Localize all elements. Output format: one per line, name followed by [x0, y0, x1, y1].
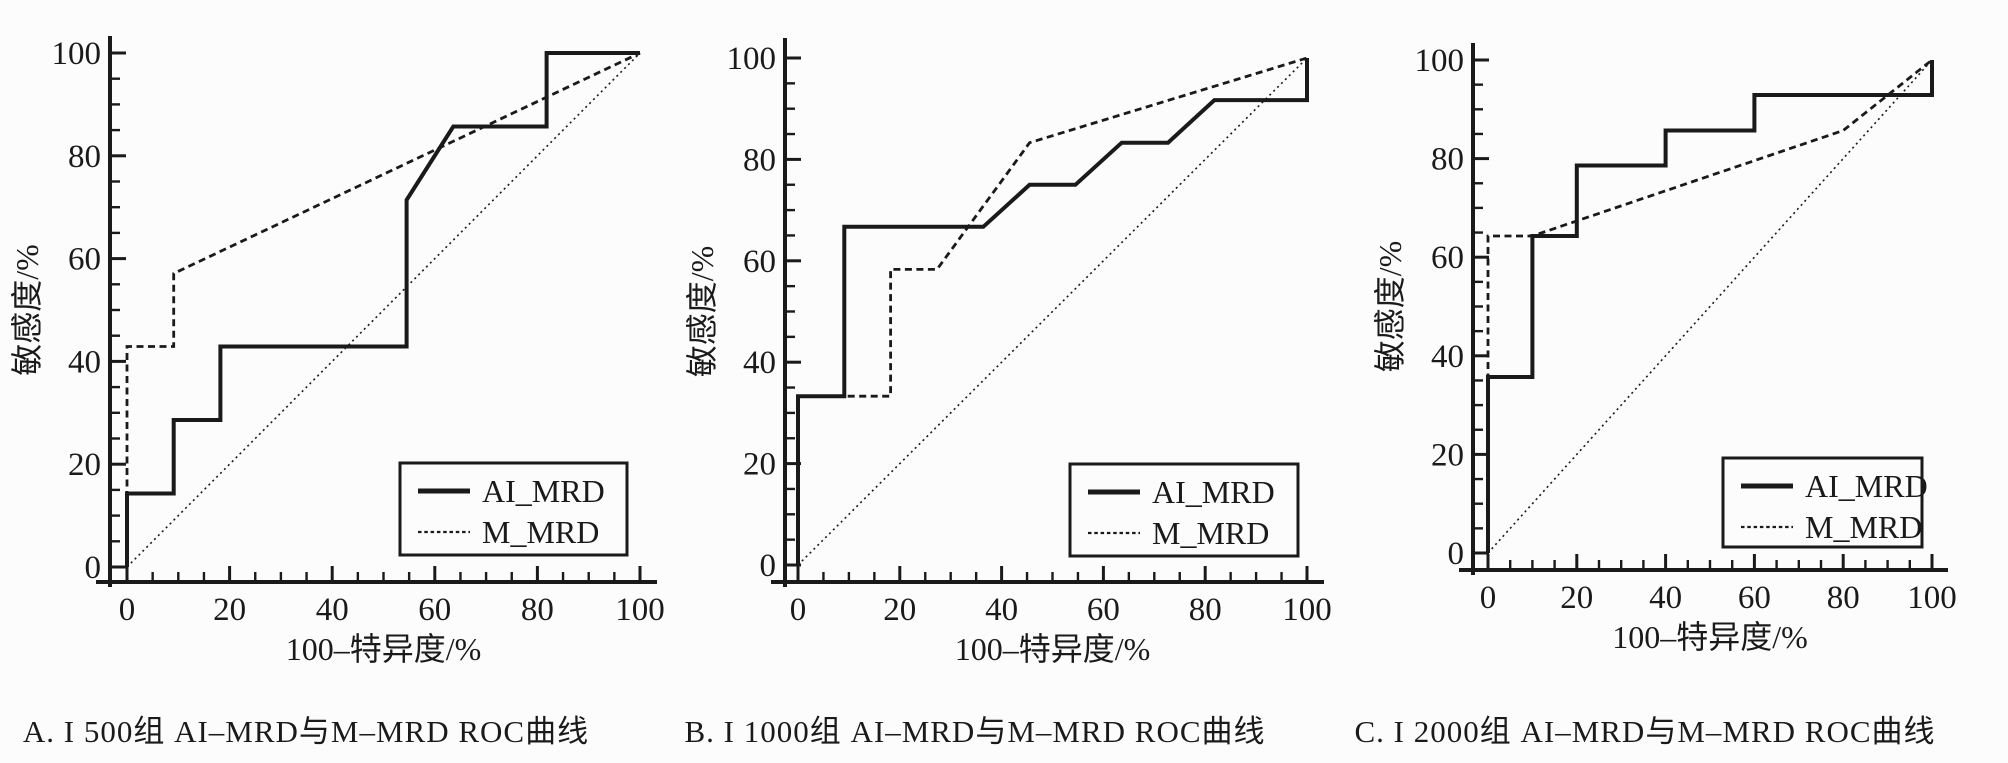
x-tick-label: 0 [790, 592, 807, 628]
legend-label-m_mrd: M_MRD [1805, 509, 1922, 545]
y-axis-title: 敏感度/% [9, 244, 45, 376]
y-tick-label: 80 [68, 139, 101, 175]
y-tick-label: 80 [743, 142, 776, 178]
y-tick-label: 60 [68, 242, 101, 278]
x-tick-label: 40 [316, 592, 349, 628]
x-tick-label: 20 [883, 592, 916, 628]
x-tick-label: 40 [985, 592, 1018, 628]
y-tick-label: 20 [1431, 437, 1464, 473]
legend: AI_MRD M_MRD [398, 461, 629, 557]
ai-mrd-curve [125, 51, 640, 567]
legend-box [1068, 462, 1300, 558]
legend-box [1721, 456, 1924, 549]
y-tick-label: 60 [1431, 240, 1464, 276]
reference-diagonal [797, 57, 1308, 566]
y-axis-title: 敏感度/% [684, 246, 720, 378]
caption-panel-c: C. I 2000组 AI–MRD与M–MRD ROC曲线 [1354, 714, 1936, 749]
reference-diagonal [1487, 59, 1933, 554]
x-tick-label: 0 [119, 592, 136, 628]
legend-label-ai_mrd: AI_MRD [1805, 468, 1928, 504]
y-tick-label: 40 [1431, 339, 1464, 375]
y-tick-label: 0 [760, 548, 777, 584]
caption-panel-a: A. I 500组 AI–MRD与M–MRD ROC曲线 [22, 714, 590, 749]
roc-panel-b: 0 20 40 60 80 100 0 20 40 60 80 100 100–特异度/% 敏感度/% AI… [684, 38, 1332, 667]
x-tick-label: 20 [213, 592, 246, 628]
x-tick-label: 20 [1560, 580, 1593, 616]
y-tick-label: 100 [52, 36, 102, 72]
m-mrd-curve [125, 51, 641, 567]
y-axis-title: 敏感度/% [1372, 241, 1408, 373]
x-tick-label: 40 [1649, 580, 1682, 616]
roc-panel-c: 0 20 40 60 80 100 0 20 40 60 80 100 100–特异度/% 敏感度/% AI… [1372, 43, 1957, 655]
y-tick-label: 40 [68, 344, 101, 380]
x-tick-label: 100 [615, 592, 665, 628]
y-tick-label: 40 [743, 345, 776, 381]
caption-panel-b: B. I 1000组 AI–MRD与M–MRD ROC曲线 [684, 714, 1266, 749]
ai-mrd-curve [1486, 60, 1934, 553]
x-axis-title: 100–特异度/% [955, 631, 1151, 667]
x-tick-label: 80 [521, 592, 554, 628]
x-tick-label: 0 [1480, 580, 1497, 616]
m-mrd-curve [796, 56, 1308, 565]
x-tick-label: 60 [418, 592, 451, 628]
x-axis-title: 100–特异度/% [286, 631, 482, 667]
y-tick-label: 80 [1431, 142, 1464, 178]
legend: AI_MRD M_MRD [1068, 462, 1300, 558]
roc-panel-a: 0 20 40 60 80 100 0 20 40 60 80 100 100–特异度/% 敏感度/% AI… [9, 36, 665, 667]
legend-box [398, 461, 629, 557]
x-tick-label: 80 [1827, 580, 1860, 616]
x-tick-label: 100 [1907, 580, 1957, 616]
legend-label-m_mrd: M_MRD [482, 514, 599, 550]
y-tick-label: 60 [743, 244, 776, 280]
x-axis-title: 100–特异度/% [1612, 619, 1808, 655]
x-tick-label: 80 [1189, 592, 1222, 628]
legend-label-m_mrd: M_MRD [1152, 515, 1269, 551]
x-tick-label: 100 [1282, 592, 1332, 628]
legend-label-ai_mrd: AI_MRD [1152, 474, 1275, 510]
y-tick-label: 100 [727, 41, 777, 77]
legend: AI_MRD M_MRD [1721, 456, 1928, 549]
y-tick-label: 0 [85, 550, 102, 586]
legend-label-ai_mrd: AI_MRD [482, 473, 605, 509]
y-tick-label: 0 [1448, 536, 1465, 572]
y-tick-label: 20 [68, 447, 101, 483]
y-tick-label: 100 [1415, 43, 1465, 79]
reference-diagonal [126, 52, 641, 568]
x-tick-label: 60 [1087, 592, 1120, 628]
x-tick-label: 60 [1738, 580, 1771, 616]
ai-mrd-curve [796, 58, 1309, 565]
y-tick-label: 20 [743, 447, 776, 483]
